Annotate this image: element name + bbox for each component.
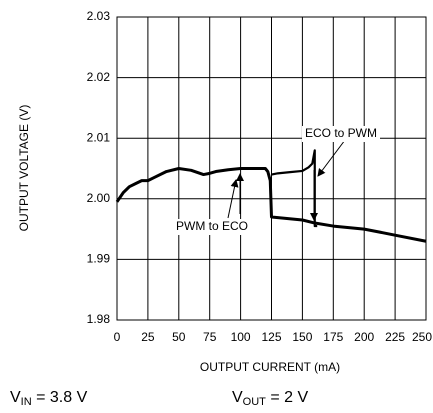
- x-tick-label: 100: [231, 330, 251, 344]
- x-tick-label: 250: [412, 330, 432, 344]
- plot-area: 1.98 1.99 2.00 2.01 2.02 2.03 0 25 50 75 100 125 150…: [87, 9, 433, 344]
- x-tick-label: 125: [261, 330, 281, 344]
- x-tick-label: 200: [354, 330, 374, 344]
- label-bg: [302, 126, 380, 142]
- y-tick-label: 1.99: [87, 252, 111, 266]
- x-tick-label: 75: [203, 330, 217, 344]
- y-axis-label: OUTPUT VOLTAGE (V): [17, 105, 31, 232]
- plot-frame: [116, 16, 427, 321]
- leader-line: [227, 179, 239, 219]
- annotation: PWM to ECO: [176, 219, 248, 233]
- leader-line: [317, 139, 346, 177]
- x-tick-label: 225: [385, 330, 405, 344]
- x-tick-label: 50: [172, 330, 186, 344]
- x-tick-label: 150: [292, 330, 312, 344]
- condition: VOUT = 2 V: [232, 389, 308, 408]
- x-tick-label: 175: [323, 330, 343, 344]
- data-line: [115, 167, 427, 243]
- y-tick-label: 2.00: [87, 191, 111, 205]
- x-tick-label: 0: [114, 330, 121, 344]
- y-tick-label: 2.01: [87, 130, 111, 144]
- y-tick-label: 1.98: [87, 312, 111, 326]
- annotation: ECO to PWM: [305, 126, 377, 140]
- data-line: [271, 149, 318, 228]
- x-axis-label: OUTPUT CURRENT (mA): [200, 360, 340, 374]
- y-tick-label: 2.03: [87, 9, 111, 23]
- condition: VIN = 3.8 V: [10, 389, 88, 408]
- label-bg: [164, 219, 260, 235]
- x-tick-label: 25: [141, 330, 155, 344]
- y-tick-label: 2.02: [87, 70, 111, 84]
